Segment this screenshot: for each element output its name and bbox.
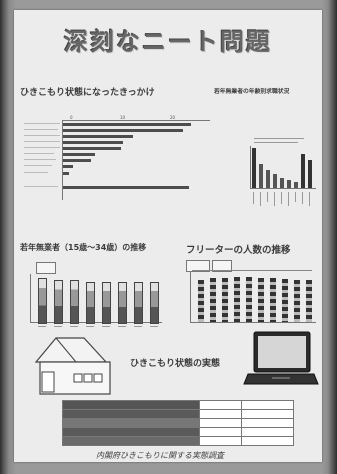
source-note: 内閣府ひきこもりに関する実態調査 — [96, 451, 224, 460]
col-2 — [259, 164, 263, 188]
freeter-col-1 — [198, 280, 204, 322]
freeter-chart — [184, 258, 318, 338]
bar-10 — [63, 186, 189, 189]
bar-7 — [63, 159, 91, 162]
laptop-icon — [243, 331, 319, 385]
trend-col-5 — [102, 282, 111, 324]
poster-title: 深刻なニート問題 — [64, 28, 272, 56]
heading-hikikomori-reality: ひきこもり状態の実態 — [130, 359, 221, 369]
col-7 — [294, 182, 298, 188]
freeter-col-4 — [234, 277, 240, 322]
bar-3 — [63, 135, 133, 138]
col-3 — [266, 170, 270, 188]
col-4 — [273, 174, 277, 188]
freeter-col-5 — [246, 277, 252, 322]
trend-col-6 — [118, 282, 127, 324]
heading-youth-unemployed: 若年無業者の年齢別求職状況 — [214, 89, 290, 95]
freeter-col-3 — [222, 278, 228, 322]
col-6 — [287, 180, 291, 188]
poster: 深刻なニート問題 ひきこもり状態になったきっかけ 若年無業者の年齢別求職状況 若… — [14, 10, 322, 462]
freeter-col-7 — [270, 278, 276, 322]
trend-col-1 — [38, 278, 47, 324]
heading-freeter: フリーターの人数の推移 — [186, 245, 291, 256]
bar-8 — [63, 165, 73, 168]
col-8 — [301, 154, 305, 188]
freeter-col-8 — [282, 279, 288, 322]
bar-4 — [63, 141, 123, 144]
trend-col-2 — [54, 280, 63, 324]
trend-col-7 — [134, 282, 143, 324]
freeter-col-2 — [210, 278, 216, 322]
trend-col-4 — [86, 282, 95, 324]
bar-6 — [63, 153, 95, 156]
bar-1 — [63, 123, 191, 126]
youth-trend-chart — [24, 260, 164, 340]
col-9 — [308, 160, 312, 188]
freeter-col-10 — [306, 280, 312, 322]
trend-col-3 — [70, 280, 79, 324]
bar-9 — [63, 172, 69, 175]
heading-youth-trend: 若年無業者（15歳～34歳）の推移 — [20, 243, 147, 252]
bar-5 — [63, 147, 121, 150]
youth-unemployed-chart — [246, 136, 316, 216]
house-icon — [34, 337, 111, 395]
bar-2 — [63, 129, 183, 132]
freeter-col-9 — [294, 280, 300, 322]
col-5 — [280, 178, 284, 188]
trigger-bar-chart: 0 10 20 — [20, 114, 210, 204]
freeter-col-6 — [258, 278, 264, 322]
heading-trigger: ひきこもり状態になったきっかけ — [20, 88, 155, 98]
trend-col-8 — [150, 282, 159, 324]
col-1 — [252, 148, 256, 188]
